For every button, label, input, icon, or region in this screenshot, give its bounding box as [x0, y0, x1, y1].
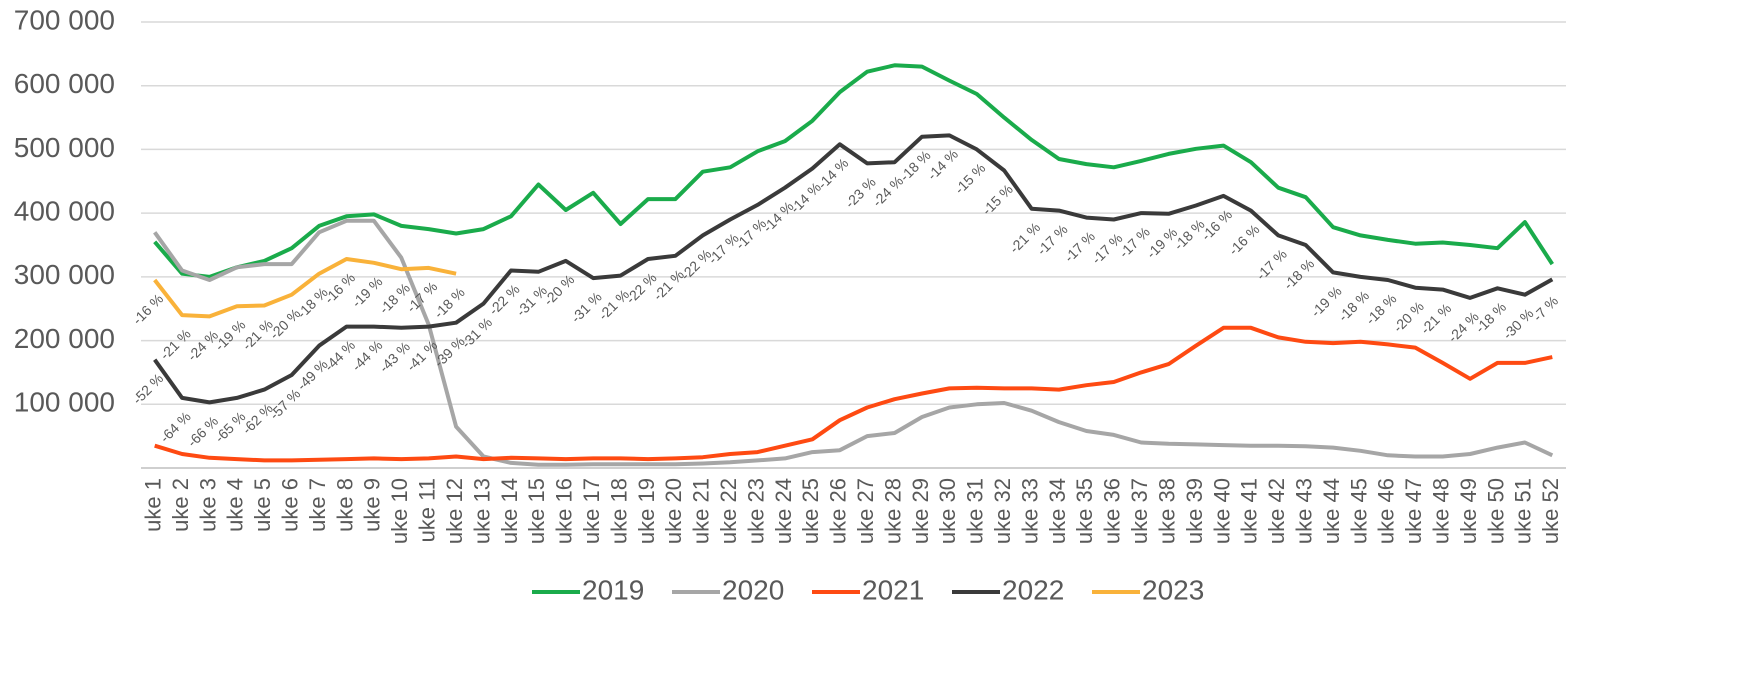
x-tick-label: uke 46: [1374, 478, 1399, 544]
point-label: -43 %: [376, 338, 413, 375]
x-tick-label: uke 7: [305, 478, 330, 532]
x-tick-label: uke 36: [1100, 478, 1125, 544]
legend-label: 2019: [582, 574, 644, 605]
x-tick-label: uke 14: [497, 478, 522, 544]
x-tick-label: uke 50: [1483, 478, 1508, 544]
x-tick-label: uke 8: [332, 478, 357, 532]
x-tick-label: uke 32: [990, 478, 1015, 544]
y-tick-label: 400 000: [14, 196, 115, 227]
legend-label: 2023: [1142, 574, 1204, 605]
x-tick-label: uke 38: [1154, 478, 1179, 544]
point-label: -52 %: [129, 370, 166, 407]
x-tick-label: uke 30: [935, 478, 960, 544]
x-tick-label: uke 4: [223, 478, 248, 532]
x-tick-label: uke 39: [1182, 478, 1207, 544]
x-tick-label: uke 13: [469, 478, 494, 544]
x-tick-label: uke 31: [963, 478, 988, 544]
x-tick-label: uke 23: [743, 478, 768, 544]
x-tick-label: uke 24: [771, 478, 796, 544]
x-tick-label: uke 28: [880, 478, 905, 544]
x-tick-label: uke 20: [661, 478, 686, 544]
x-tick-label: uke 43: [1291, 478, 1316, 544]
x-tick-label: uke 1: [141, 478, 166, 532]
legend-label: 2021: [862, 574, 924, 605]
x-tick-label: uke 49: [1456, 478, 1481, 544]
point-label: -16 %: [1225, 221, 1262, 258]
series-line: [153, 257, 457, 319]
x-tick-label: uke 15: [524, 478, 549, 544]
x-tick-label: uke 34: [1045, 478, 1070, 544]
y-tick-label: 300 000: [14, 259, 115, 290]
x-tick-label: uke 27: [853, 478, 878, 544]
x-tick-label: uke 33: [1017, 478, 1042, 544]
series-line: [153, 218, 1554, 467]
x-tick-label: uke 29: [908, 478, 933, 544]
x-tick-label: uke 21: [689, 478, 714, 544]
point-label: -7 %: [1530, 293, 1562, 325]
x-tick-label: uke 16: [552, 478, 577, 544]
y-tick-label: 600 000: [14, 68, 115, 99]
y-tick-label: 200 000: [14, 323, 115, 354]
x-tick-label: uke 17: [579, 478, 604, 544]
x-tick-label: uke 12: [442, 478, 467, 544]
x-tick-label: uke 47: [1401, 478, 1426, 544]
x-tick-label: uke 52: [1538, 478, 1563, 544]
series-line: [153, 63, 1554, 279]
point-label: -23 %: [842, 174, 879, 211]
x-tick-label: uke 11: [415, 478, 440, 542]
y-tick-label: 500 000: [14, 132, 115, 163]
point-label: -15 %: [951, 160, 988, 197]
series-line: [153, 133, 1554, 405]
y-tick-label: 100 000: [14, 387, 115, 418]
x-tick-label: uke 51: [1511, 478, 1536, 544]
legend-label: 2022: [1002, 574, 1064, 605]
x-tick-label: uke 42: [1264, 478, 1289, 544]
x-tick-label: uke 35: [1072, 478, 1097, 544]
x-tick-label: uke 26: [826, 478, 851, 544]
series-line: [154, 325, 1553, 463]
x-tick-label: uke 18: [606, 478, 631, 544]
x-tick-label: uke 5: [250, 478, 275, 532]
x-tick-label: uke 22: [716, 478, 741, 544]
point-label: -14 %: [924, 146, 961, 183]
x-tick-label: uke 48: [1428, 478, 1453, 544]
x-tick-label: uke 41: [1237, 478, 1262, 544]
legend-label: 2020: [722, 574, 784, 605]
x-tick-label: uke 40: [1209, 478, 1234, 544]
x-tick-label: uke 45: [1346, 478, 1371, 544]
x-tick-label: uke 6: [278, 478, 303, 532]
x-tick-label: uke 9: [360, 478, 385, 532]
x-tick-label: uke 19: [634, 478, 659, 544]
point-label: -16 %: [129, 291, 166, 328]
y-tick-label: 700 000: [14, 4, 115, 35]
x-tick-label: uke 10: [387, 478, 412, 544]
x-tick-label: uke 37: [1127, 478, 1152, 544]
point-label: -17 %: [705, 230, 742, 267]
x-tick-label: uke 2: [168, 478, 193, 532]
x-tick-label: uke 25: [798, 478, 823, 544]
x-tick-label: uke 44: [1319, 478, 1344, 544]
x-tick-label: uke 3: [195, 478, 220, 532]
